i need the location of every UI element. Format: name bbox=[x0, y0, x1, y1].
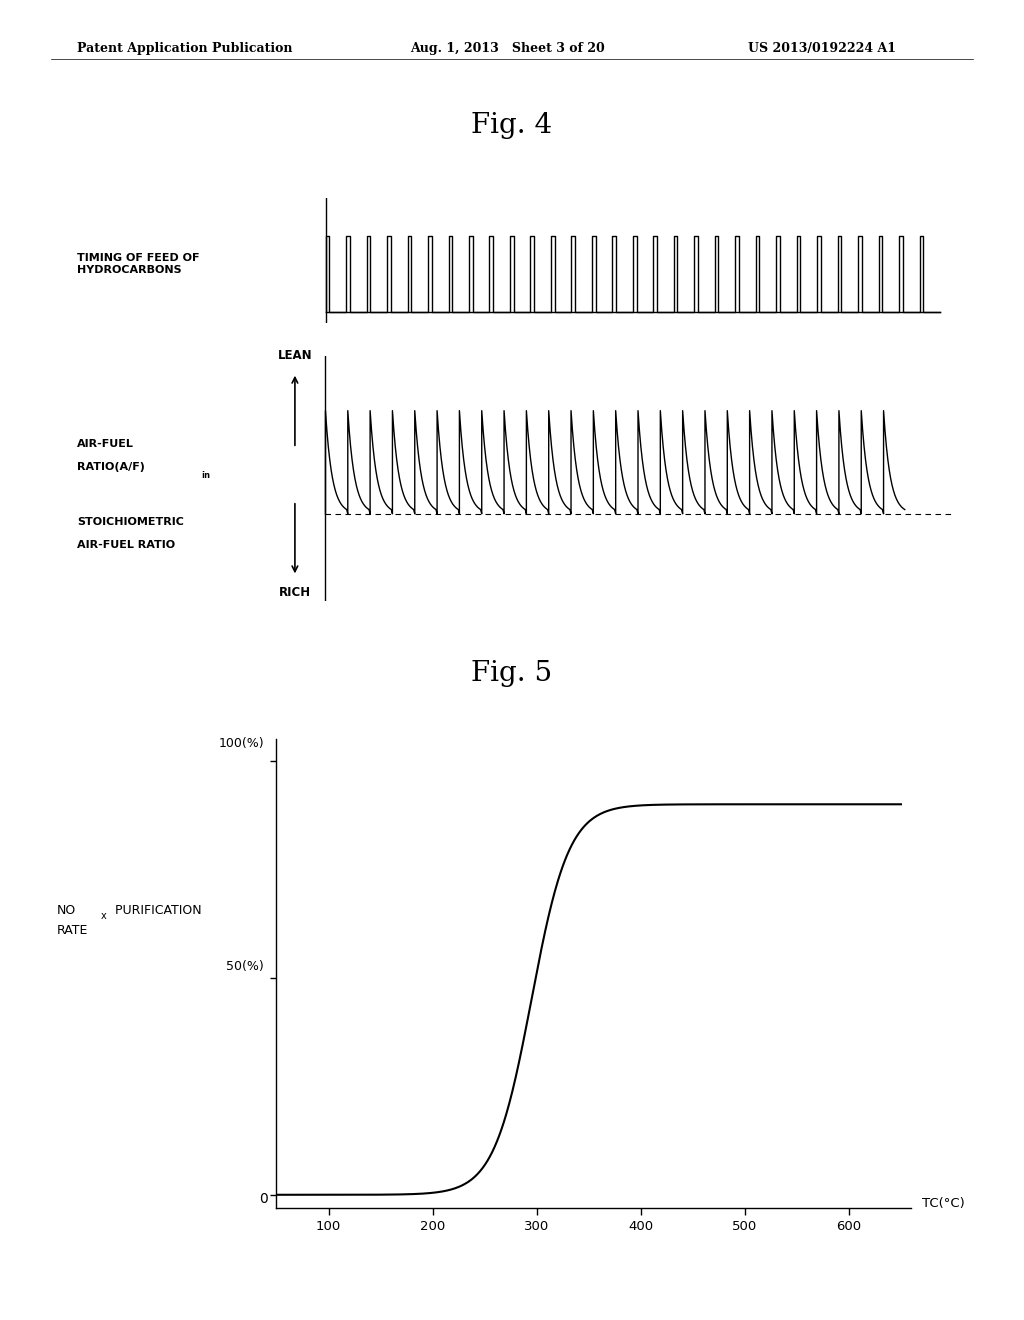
Text: US 2013/0192224 A1: US 2013/0192224 A1 bbox=[748, 42, 896, 55]
Text: 100(%): 100(%) bbox=[218, 737, 264, 750]
Text: 0: 0 bbox=[259, 1192, 268, 1205]
Text: NO: NO bbox=[56, 904, 76, 917]
Text: 50(%): 50(%) bbox=[226, 960, 264, 973]
Text: RATE: RATE bbox=[56, 924, 88, 937]
Text: TC(°C): TC(°C) bbox=[922, 1197, 965, 1210]
Text: RICH: RICH bbox=[279, 586, 311, 599]
Text: LEAN: LEAN bbox=[278, 348, 312, 362]
Text: RATIO(A/F): RATIO(A/F) bbox=[77, 462, 144, 473]
Text: AIR-FUEL: AIR-FUEL bbox=[77, 438, 134, 449]
Text: Fig. 5: Fig. 5 bbox=[471, 660, 553, 686]
Text: STOICHIOMETRIC: STOICHIOMETRIC bbox=[77, 516, 183, 527]
Text: PURIFICATION: PURIFICATION bbox=[111, 904, 202, 917]
Text: TIMING OF FEED OF
HYDROCARBONS: TIMING OF FEED OF HYDROCARBONS bbox=[77, 253, 200, 275]
Text: Patent Application Publication: Patent Application Publication bbox=[77, 42, 292, 55]
Text: AIR-FUEL RATIO: AIR-FUEL RATIO bbox=[77, 540, 175, 550]
Text: x: x bbox=[100, 911, 106, 921]
Text: Fig. 4: Fig. 4 bbox=[471, 112, 553, 139]
Text: Aug. 1, 2013   Sheet 3 of 20: Aug. 1, 2013 Sheet 3 of 20 bbox=[410, 42, 604, 55]
Text: in: in bbox=[202, 471, 211, 480]
